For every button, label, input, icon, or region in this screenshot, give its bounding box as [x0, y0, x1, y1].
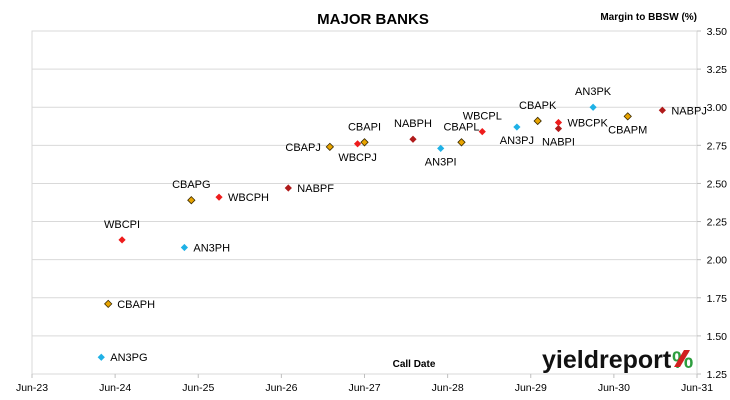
point-label-nabpi: NABPI — [542, 137, 575, 149]
point-label-an3pg: AN3PG — [110, 352, 147, 364]
data-point-nabpj — [658, 106, 666, 114]
data-point-wbcpj — [353, 140, 362, 148]
data-point-wbcpi — [118, 236, 126, 244]
point-label-cbapg: CBAPG — [172, 179, 211, 191]
y-axis: 1.25 1.50 1.75 2.00 2.25 2.50 2.75 3.00 3.25 3.50 — [697, 26, 727, 381]
data-point-an3pk — [589, 103, 597, 111]
point-label-cbapk: CBAPK — [519, 100, 557, 112]
point-label-an3pj: AN3PJ — [500, 135, 534, 147]
y-axis-title: Margin to BBSW (%) — [600, 12, 697, 23]
point-label-cbapj: CBAPJ — [285, 142, 320, 154]
point-label-nabpf: NABPF — [297, 183, 334, 195]
point-label-cbapi: CBAPI — [348, 121, 381, 133]
x-tick-label: Jun-30 — [598, 382, 630, 394]
x-tick-label: Jun-31 — [681, 382, 713, 394]
point-label-wbcpl: WBCPL — [463, 111, 502, 123]
data-point-cbapl — [457, 138, 466, 147]
point-label-an3ph: AN3PH — [193, 242, 230, 254]
data-point-cbapm — [623, 112, 632, 121]
data-point-nabpf — [284, 184, 292, 192]
y-tick-label: 3.00 — [707, 102, 728, 114]
point-label-wbcpi: WBCPI — [104, 219, 140, 231]
data-point-cbaph — [104, 299, 113, 309]
gridlines — [32, 68, 697, 337]
data-point-wbcpk — [554, 118, 563, 127]
point-labels: AN3PG CBAPH WBCPI AN3PH CBAPG WBCPH NABPF CBAPJ… — [104, 86, 707, 364]
data-point-nabph — [409, 135, 417, 143]
chart-title: MAJOR BANKS — [317, 11, 429, 28]
data-point-nabpi — [554, 124, 563, 133]
point-label-wbcph: WBCPH — [228, 192, 269, 204]
y-tick-label: 1.75 — [707, 293, 728, 305]
data-point-cbapi — [360, 138, 369, 147]
x-tick-label: Jun-27 — [348, 382, 380, 394]
y-tick-label: 1.50 — [707, 331, 728, 343]
data-point-an3ph — [180, 243, 188, 252]
y-tick-label: 2.50 — [707, 178, 728, 190]
x-tick-label: Jun-29 — [515, 382, 547, 394]
data-point-an3pj — [513, 123, 521, 131]
x-axis: Jun-23 Jun-24 Jun-25 Jun-26 Jun-27 Jun-28 Jun-… — [16, 374, 713, 394]
x-tick-label: Jun-26 — [265, 382, 297, 394]
data-point-wbcpl — [478, 128, 486, 136]
data-points — [97, 103, 666, 361]
data-point-an3pg — [97, 353, 105, 361]
x-tick-label: Jun-24 — [99, 382, 131, 394]
x-tick-label: Jun-25 — [182, 382, 214, 394]
yieldreport-logo: yieldreport % — [542, 346, 693, 374]
y-tick-label: 1.25 — [707, 369, 728, 381]
point-label-nabph: NABPH — [394, 118, 432, 130]
data-point-cbapg — [187, 196, 196, 205]
logo-percent-red-slash-icon — [674, 350, 690, 367]
y-tick-label: 2.00 — [707, 255, 728, 267]
point-label-cbapm: CBAPM — [608, 124, 647, 136]
x-tick-label: Jun-23 — [16, 382, 48, 394]
x-tick-label: Jun-28 — [432, 382, 464, 394]
point-label-nabpj: NABPJ — [671, 105, 706, 117]
data-point-an3pi — [437, 144, 445, 152]
point-label-wbcpj: WBCPJ — [338, 152, 377, 164]
data-point-cbapj — [325, 142, 335, 152]
point-label-cbaph: CBAPH — [117, 299, 155, 311]
y-tick-label: 3.50 — [707, 26, 728, 38]
plot-area — [31, 30, 698, 375]
y-tick-label: 3.25 — [707, 64, 728, 76]
point-label-cbapl: CBAPL — [443, 121, 479, 133]
point-label-an3pk: AN3PK — [575, 86, 612, 98]
y-tick-label: 2.75 — [707, 140, 728, 152]
data-point-cbapk — [533, 116, 542, 126]
x-axis-title: Call Date — [393, 359, 436, 370]
y-tick-label: 2.25 — [707, 217, 728, 229]
point-label-wbcpk: WBCPK — [567, 117, 608, 129]
point-label-an3pi: AN3PI — [425, 156, 457, 168]
data-point-wbcph — [215, 193, 223, 201]
logo-text: yieldreport — [542, 346, 672, 374]
